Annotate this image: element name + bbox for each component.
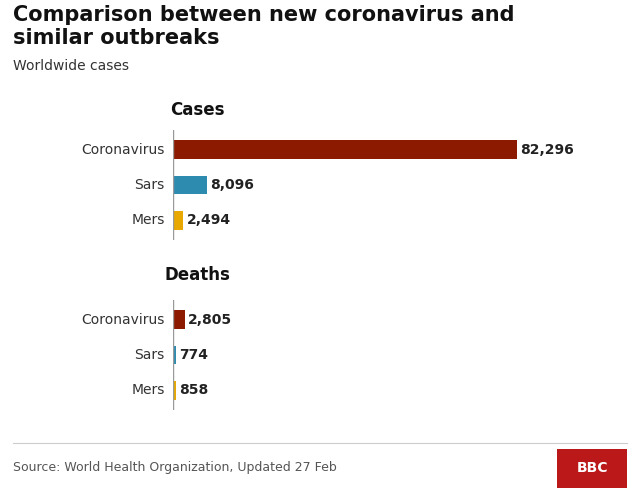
Text: Source: World Health Organization, Updated 27 Feb: Source: World Health Organization, Updat… xyxy=(13,461,337,474)
Text: 858: 858 xyxy=(180,384,209,398)
Bar xyxy=(173,310,184,328)
Text: Comparison between new coronavirus and
similar outbreaks: Comparison between new coronavirus and s… xyxy=(13,5,515,48)
Text: 8,096: 8,096 xyxy=(210,178,253,192)
Bar xyxy=(173,382,177,400)
Bar xyxy=(173,140,516,158)
Text: Sars: Sars xyxy=(134,348,165,362)
Text: 2,494: 2,494 xyxy=(186,214,230,228)
Text: Worldwide cases: Worldwide cases xyxy=(13,58,129,72)
FancyBboxPatch shape xyxy=(557,450,627,488)
Text: Mers: Mers xyxy=(131,384,165,398)
Text: Sars: Sars xyxy=(134,178,165,192)
Text: 774: 774 xyxy=(179,348,208,362)
Text: BBC: BBC xyxy=(576,460,608,474)
Text: Cases: Cases xyxy=(170,101,225,119)
Text: 2,805: 2,805 xyxy=(188,312,232,326)
Bar xyxy=(173,346,176,364)
Text: Coronavirus: Coronavirus xyxy=(81,142,165,156)
Text: Mers: Mers xyxy=(131,214,165,228)
Text: Deaths: Deaths xyxy=(164,266,230,284)
Text: 82,296: 82,296 xyxy=(520,142,573,156)
Text: Coronavirus: Coronavirus xyxy=(81,312,165,326)
Bar xyxy=(173,176,207,194)
Bar xyxy=(173,212,183,230)
